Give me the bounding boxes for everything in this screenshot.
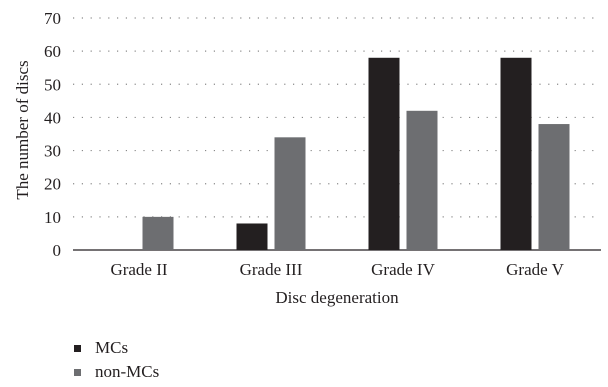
- bar-non-mcs: [538, 124, 570, 250]
- bar-non-mcs: [406, 110, 438, 250]
- y-tick-label: 50: [44, 75, 61, 94]
- bar-mcs: [368, 57, 400, 251]
- x-axis-ticks: Grade II Grade III Grade IV Grade V: [110, 260, 564, 279]
- bars: [142, 57, 570, 251]
- x-tick-label: Grade V: [506, 260, 564, 279]
- x-tick-label: Grade IV: [371, 260, 435, 279]
- legend-swatch-mcs: [74, 344, 81, 352]
- y-tick-label: 40: [44, 108, 61, 127]
- y-tick-label: 0: [53, 241, 62, 260]
- x-tick-label: Grade III: [240, 260, 303, 279]
- y-tick-label: 70: [44, 9, 61, 28]
- bar-mcs: [500, 57, 532, 251]
- legend-label-mcs: MCs: [95, 338, 129, 357]
- x-tick-label: Grade II: [110, 260, 167, 279]
- y-tick-label: 10: [44, 208, 61, 227]
- bar-mcs: [236, 223, 268, 250]
- y-tick-label: 60: [44, 42, 61, 61]
- legend-swatch-non-mcs: [74, 368, 81, 376]
- x-axis-label: Disc degeneration: [275, 288, 399, 307]
- legend-label-non-mcs: non-MCs: [95, 362, 160, 381]
- y-axis-label: The number of discs: [13, 60, 32, 199]
- bar-non-mcs: [142, 216, 174, 250]
- gridlines: [73, 17, 601, 218]
- bar-non-mcs: [274, 137, 306, 250]
- y-axis-ticks: 0 10 20 30 40 50 60 70: [44, 9, 61, 260]
- legend-item-non-mcs: non-MCs: [74, 360, 159, 384]
- legend: MCs non-MCs: [74, 336, 159, 384]
- y-tick-label: 20: [44, 175, 61, 194]
- legend-item-mcs: MCs: [74, 336, 159, 360]
- y-tick-label: 30: [44, 142, 61, 161]
